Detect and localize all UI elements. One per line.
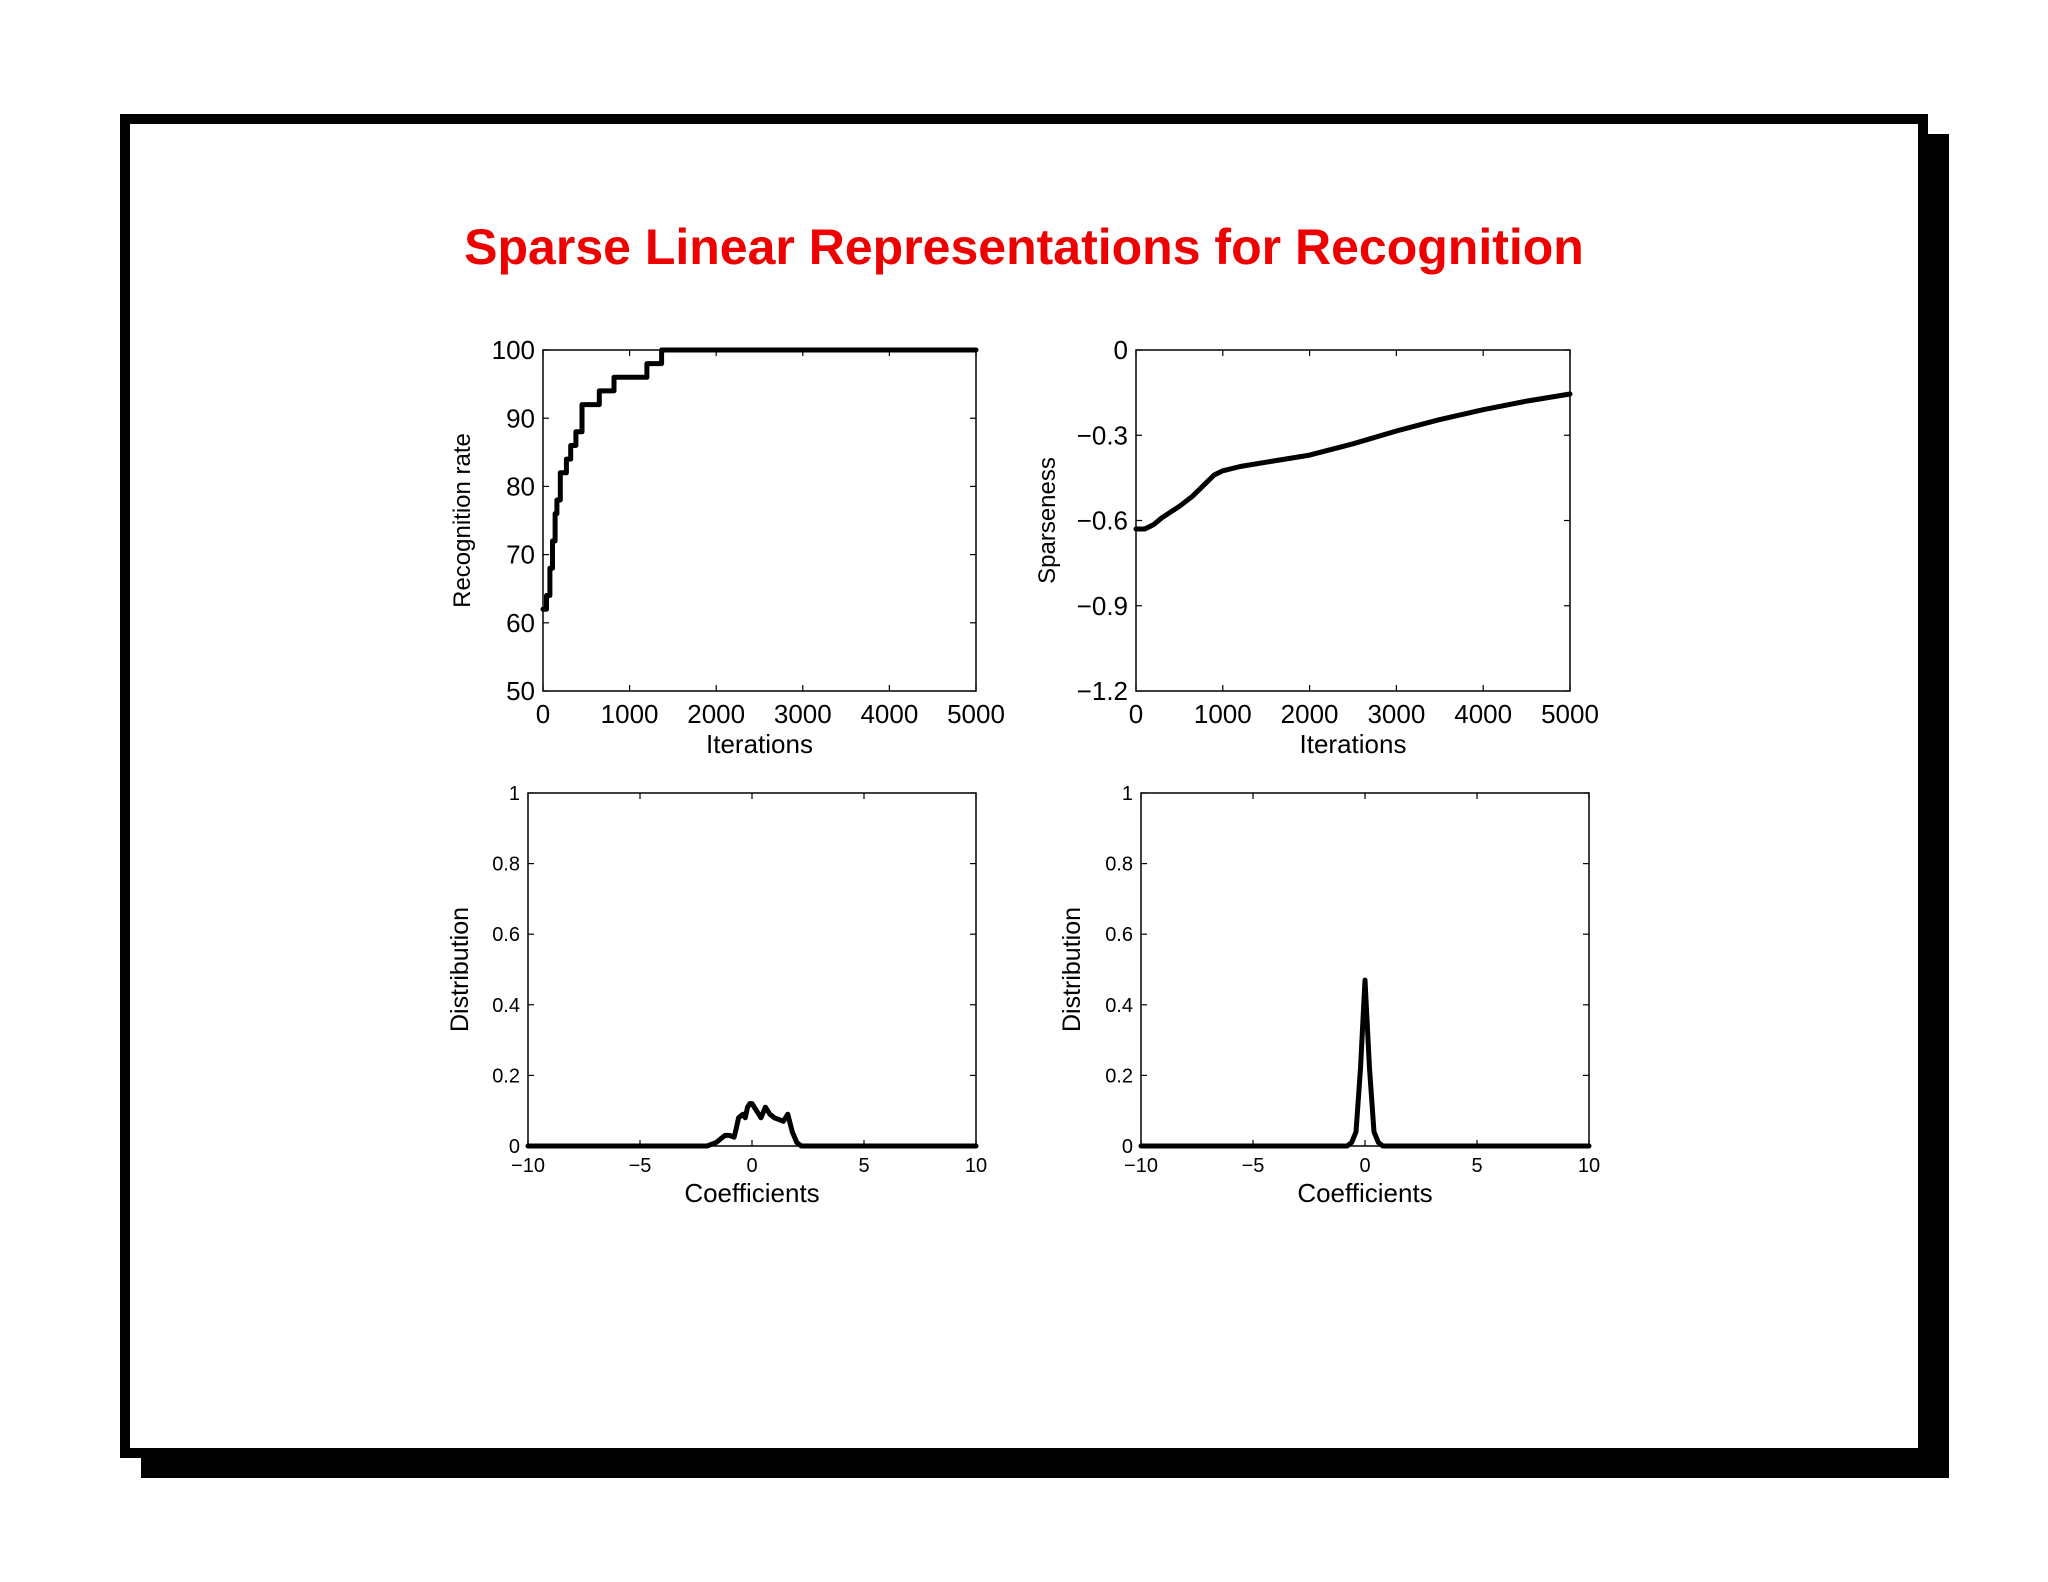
y-tick-label: 0.2 [492,1065,520,1087]
y-tick-label: 1 [1122,783,1133,805]
x-tick-label: 3000 [774,699,832,729]
x-tick-label: 0 [1359,1155,1370,1177]
x-tick-label: 1000 [601,699,659,729]
y-tick-label: 0.8 [1105,854,1133,876]
chart-panel-4: −10 −5 0 5 10 0 0.2 0.4 0.6 0.8 1 Coefficients Distr… [1058,783,1600,1208]
y-axis-label: Distribution [1058,907,1086,1032]
y-tick-label: 0.4 [1105,995,1133,1017]
chart-panel-1: 0 1000 2000 3000 4000 5000 50 60 70 80 90 100 Iterat… [449,335,1005,759]
y-tick-label: −0.3 [1077,420,1128,450]
y-tick-label: 60 [506,608,535,638]
y-axis-label: Sparseness [1034,457,1061,584]
y-tick-label: −0.6 [1077,506,1128,536]
series-line [1138,977,1592,1149]
y-tick-label: 0.8 [492,854,520,876]
series-line [525,1101,979,1149]
y-tick-label: −0.9 [1077,591,1128,621]
y-tick-label: 70 [506,540,535,570]
slide-frame: Sparse Linear Representations for Recogn… [120,114,1928,1458]
plot-area-frame [1140,792,1590,1147]
y-axis-label: Distribution [446,907,474,1032]
x-tick-label: 10 [1578,1155,1600,1177]
plot-area-frame [1135,349,1571,692]
x-tick-label: 1000 [1194,699,1252,729]
chart-panel-3: −10 −5 0 5 10 0 0.2 0.4 0.6 0.8 1 Coefficients Distr… [446,783,987,1208]
x-axis-label: Iterations [1300,729,1407,759]
x-tick-label: 0 [536,699,550,729]
x-tick-label: 0 [1129,699,1143,729]
x-axis-label: Coefficients [1297,1178,1432,1208]
x-tick-label: 4000 [860,699,918,729]
x-tick-label: 5000 [947,699,1005,729]
x-tick-label: 4000 [1454,699,1512,729]
x-tick-label: 2000 [1281,699,1339,729]
x-tick-label: −5 [1242,1155,1265,1177]
y-tick-label: 0.6 [492,924,520,946]
series-line [1133,391,1573,532]
x-tick-label: 10 [965,1155,987,1177]
x-tick-label: 2000 [687,699,745,729]
y-tick-label: 0 [1114,335,1128,365]
series-line [540,347,979,612]
slide-title: Sparse Linear Representations for Recogn… [464,219,1584,275]
x-tick-label: 5000 [1541,699,1599,729]
y-tick-label: 100 [492,335,535,365]
y-axis-label: Recognition rate [449,433,476,608]
plot-area-frame [542,349,977,692]
x-tick-label: 0 [746,1155,757,1177]
y-tick-label: 0.4 [492,995,520,1017]
y-tick-label: 0.2 [1105,1065,1133,1087]
x-tick-label: 5 [858,1155,869,1177]
y-tick-label: 0 [509,1136,520,1158]
y-tick-label: 90 [506,403,535,433]
x-tick-label: −10 [1124,1155,1158,1177]
y-tick-label: 0.6 [1105,924,1133,946]
chart-panel-2: 0 1000 2000 3000 4000 5000 −1.2 −0.9 −0.6 −0.3 0 It… [1034,335,1599,759]
y-tick-label: −1.2 [1077,676,1128,706]
x-axis-label: Coefficients [684,1178,819,1208]
x-tick-label: 3000 [1367,699,1425,729]
plot-area-frame [527,792,977,1147]
y-tick-label: 50 [506,676,535,706]
x-tick-label: −10 [511,1155,545,1177]
x-tick-label: −5 [629,1155,652,1177]
x-tick-label: 5 [1471,1155,1482,1177]
x-axis-label: Iterations [706,729,813,759]
y-tick-label: 1 [509,783,520,805]
y-tick-label: 80 [506,472,535,502]
y-tick-label: 0 [1122,1136,1133,1158]
